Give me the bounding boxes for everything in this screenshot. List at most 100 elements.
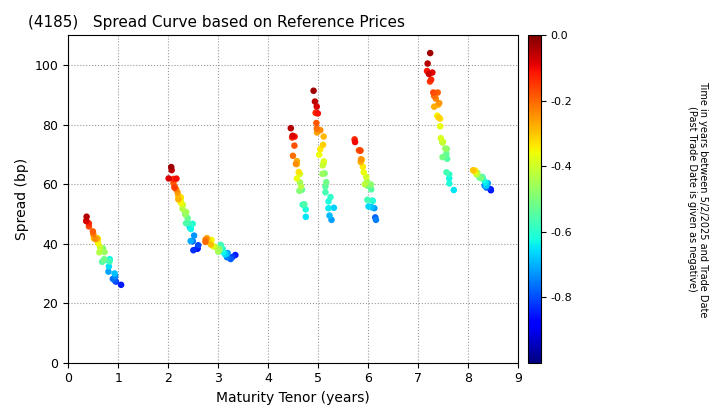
Point [192, 245, 203, 252]
Point [433, 114, 444, 121]
Point [87, 228, 99, 235]
Point [441, 145, 453, 152]
Point [207, 243, 219, 249]
Point [295, 183, 307, 190]
Point [175, 200, 186, 206]
Point [367, 197, 379, 204]
Point [173, 196, 184, 203]
Point [222, 250, 233, 257]
Point [107, 276, 119, 282]
Point [317, 162, 328, 169]
Point [311, 125, 323, 132]
Point [361, 182, 373, 189]
Point [435, 135, 446, 142]
Point [168, 180, 179, 186]
Point [94, 249, 105, 256]
Point [171, 186, 182, 193]
Point [422, 60, 433, 67]
Point [92, 240, 104, 247]
Point [471, 171, 482, 178]
Point [203, 239, 215, 245]
Point [289, 133, 300, 140]
Point [220, 251, 232, 257]
Point [480, 179, 491, 186]
Point [315, 127, 326, 134]
Point [291, 175, 302, 182]
Point [185, 238, 197, 244]
Point [479, 182, 490, 189]
Point [300, 213, 312, 220]
Point [94, 244, 106, 251]
Point [296, 186, 307, 193]
Point [88, 231, 99, 237]
Point [115, 281, 127, 288]
Point [426, 76, 437, 83]
Point [81, 213, 92, 220]
Point [318, 160, 329, 167]
Point [213, 245, 225, 252]
Point [472, 169, 483, 176]
Point [356, 157, 368, 163]
Point [91, 235, 103, 242]
Point [213, 248, 225, 255]
Point [96, 258, 108, 265]
Point [189, 232, 200, 239]
Point [320, 183, 331, 190]
Point [212, 248, 224, 255]
Point [320, 179, 332, 186]
Point [214, 246, 225, 252]
Point [318, 142, 329, 148]
Y-axis label: Spread (bp): Spread (bp) [15, 158, 29, 240]
Point [168, 183, 180, 190]
Point [221, 254, 233, 261]
Point [320, 189, 331, 196]
Point [357, 163, 369, 170]
Point [103, 263, 114, 270]
Point [354, 147, 366, 154]
Point [103, 268, 114, 275]
Point [287, 152, 299, 159]
Point [310, 120, 322, 126]
Point [184, 224, 196, 231]
Point [474, 174, 485, 181]
Point [172, 192, 184, 199]
Point [365, 181, 377, 188]
Point [175, 197, 186, 203]
Point [109, 273, 121, 279]
Point [187, 238, 199, 244]
Point [355, 147, 366, 154]
Point [311, 103, 323, 110]
Point [294, 187, 305, 194]
Point [186, 238, 198, 244]
Point [481, 182, 492, 189]
Point [467, 167, 479, 173]
Point [370, 216, 382, 223]
Point [369, 214, 381, 221]
Point [361, 178, 373, 185]
Point [166, 167, 177, 173]
Point [325, 216, 337, 223]
Point [310, 109, 322, 116]
Point [437, 154, 449, 160]
Point [168, 176, 179, 182]
Text: (4185)   Spread Curve based on Reference Prices: (4185) Spread Curve based on Reference P… [27, 15, 405, 30]
Point [176, 205, 188, 212]
Point [485, 186, 497, 193]
Point [299, 201, 310, 208]
Point [441, 169, 452, 176]
Point [289, 142, 300, 149]
Point [192, 245, 203, 252]
Point [175, 194, 186, 200]
Point [294, 171, 306, 177]
Point [448, 186, 459, 193]
Point [348, 136, 360, 143]
Point [225, 256, 236, 262]
Point [324, 212, 336, 219]
Point [201, 235, 212, 242]
Point [430, 95, 441, 102]
Point [444, 171, 455, 178]
Point [163, 175, 174, 182]
Point [439, 145, 451, 152]
Point [99, 249, 110, 255]
Point [308, 87, 320, 94]
